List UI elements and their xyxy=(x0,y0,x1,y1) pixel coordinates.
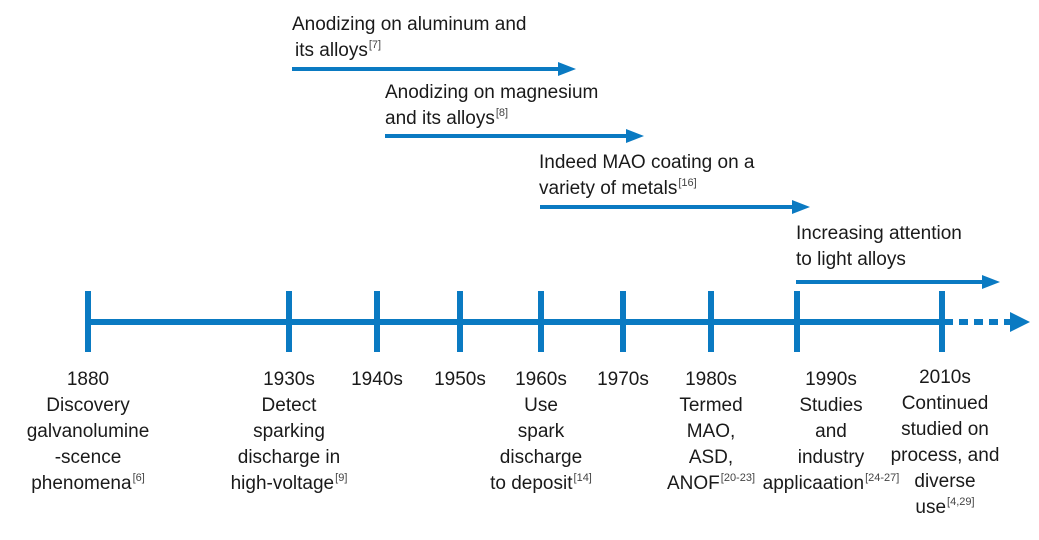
period-label-mao-metals: Indeed MAO coating on a variety of metal… xyxy=(539,150,754,204)
era-desc-line: Discovery xyxy=(46,395,130,416)
citation: [20-23] xyxy=(720,472,756,484)
period-label-line: Anodizing on aluminum and xyxy=(292,14,527,35)
era-1940s: 1940s xyxy=(337,367,417,393)
period-label-line: Increasing attention xyxy=(796,223,962,244)
period-label-magnesium: Anodizing on magnesium and its alloys[8] xyxy=(385,80,598,134)
citation: [16] xyxy=(678,177,697,189)
period-arrowhead-aluminum xyxy=(558,62,576,76)
period-label-line: and its alloys[8] xyxy=(385,106,598,134)
citation: [7] xyxy=(368,39,382,51)
period-label-line: its alloys[7] xyxy=(292,38,527,66)
era-year: 1960s xyxy=(515,369,567,390)
era-desc-line: Continued xyxy=(901,393,989,414)
era-year: 1990s xyxy=(805,369,857,390)
era-desc-text: ANOF xyxy=(666,473,720,494)
era-desc-text: use xyxy=(915,497,947,518)
era-2010s: 2010s Continued studied on process, and … xyxy=(880,365,1010,523)
era-desc-line: diverse xyxy=(914,471,976,492)
era-year: 2010s xyxy=(919,367,971,388)
period-label-text: its alloys xyxy=(295,40,368,61)
era-desc-line: ASD, xyxy=(688,447,734,468)
era-desc-line: galvanolumine xyxy=(26,421,150,442)
period-label-line: Anodizing on magnesium xyxy=(385,82,599,103)
era-desc-line: MAO, xyxy=(686,421,736,442)
period-label-aluminum: Anodizing on aluminum and its alloys[7] xyxy=(292,12,527,66)
period-label-line: variety of metals[16] xyxy=(539,176,754,204)
era-year: 1970s xyxy=(597,369,649,390)
era-desc-text: to deposit xyxy=(490,473,573,494)
era-desc-line: -scence xyxy=(54,447,122,468)
era-1990s: 1990s Studies and industry applicaation[… xyxy=(746,367,916,499)
era-desc-text: phenomena xyxy=(31,473,132,494)
era-desc-line: studied on xyxy=(901,419,989,440)
citation: [8] xyxy=(495,107,509,119)
era-desc-line: use[4,29] xyxy=(880,495,1010,523)
era-desc-line: high-voltage[9] xyxy=(219,471,359,499)
era-desc-line: phenomena[6] xyxy=(18,471,158,499)
period-label-line: Indeed MAO coating on a xyxy=(539,152,755,173)
era-desc-text: high-voltage xyxy=(230,473,335,494)
era-1930s: 1930s Detect sparking discharge in high-… xyxy=(219,367,359,499)
era-year: 1950s xyxy=(434,369,486,390)
era-year: 1880 xyxy=(66,369,110,390)
era-1880: 1880 Discovery galvanolumine -scence phe… xyxy=(18,367,158,499)
era-desc-line: applicaation[24-27] xyxy=(746,471,916,499)
period-label-text: and its alloys xyxy=(385,108,495,129)
citation: [4,29] xyxy=(947,496,975,508)
period-arrowhead-light-alloys xyxy=(982,275,1000,289)
citation: [14] xyxy=(573,472,592,484)
era-desc-text: applicaation xyxy=(762,473,865,494)
era-1950s: 1950s xyxy=(420,367,500,393)
era-desc-line: discharge xyxy=(499,447,583,468)
era-desc-line: Detect xyxy=(261,395,317,416)
period-arrowhead-magnesium xyxy=(626,129,644,143)
era-desc-line: Studies xyxy=(799,395,863,416)
era-1980s: 1980s Termed MAO, ASD, ANOF[20-23] xyxy=(646,367,776,499)
era-1970s: 1970s xyxy=(583,367,663,393)
era-desc-line: and xyxy=(815,421,847,442)
era-1960s: 1960s Use spark discharge to deposit[14] xyxy=(476,367,606,499)
era-year: 1940s xyxy=(351,369,403,390)
citation: [24-27] xyxy=(865,472,900,484)
era-desc-line: to deposit[14] xyxy=(476,471,606,499)
period-arrowhead-mao-metals xyxy=(792,200,810,214)
era-desc-line: discharge in xyxy=(237,447,341,468)
era-desc-line: process, and xyxy=(890,445,1000,466)
citation: [9] xyxy=(335,472,348,484)
timeline-axis-arrowhead xyxy=(1010,312,1030,332)
period-label-light-alloys: Increasing attention to light alloys xyxy=(796,221,962,273)
era-desc-line: sparking xyxy=(253,421,325,442)
period-label-text: variety of metals xyxy=(539,178,678,199)
era-desc-line: Use xyxy=(524,395,558,416)
era-desc-line: spark xyxy=(517,421,565,442)
era-desc-line: ANOF[20-23] xyxy=(646,471,776,499)
citation: [6] xyxy=(132,472,145,484)
period-label-line: to light alloys xyxy=(796,249,906,270)
era-desc-line: industry xyxy=(797,447,865,468)
era-year: 1980s xyxy=(685,369,737,390)
era-desc-line: Termed xyxy=(679,395,743,416)
era-year: 1930s xyxy=(263,369,315,390)
